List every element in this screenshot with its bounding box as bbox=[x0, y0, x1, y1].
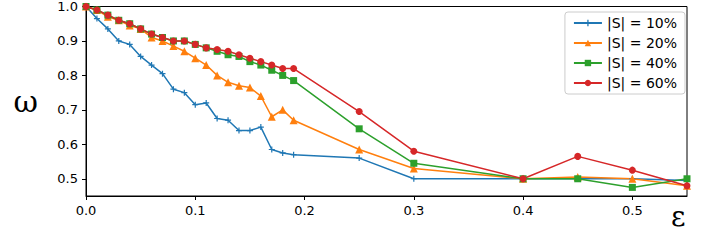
svg-text:0.2: 0.2 bbox=[294, 203, 315, 218]
svg-text:0.9: 0.9 bbox=[57, 33, 78, 48]
svg-text:0.8: 0.8 bbox=[57, 68, 78, 83]
svg-text:0.7: 0.7 bbox=[57, 102, 78, 117]
svg-text:0.3: 0.3 bbox=[403, 203, 424, 218]
svg-text:0.4: 0.4 bbox=[513, 203, 534, 218]
svg-text:ω: ω bbox=[14, 84, 38, 119]
svg-text:0.0: 0.0 bbox=[76, 203, 97, 218]
svg-text:ε: ε bbox=[671, 200, 686, 230]
svg-text:|S| = 20%: |S| = 20% bbox=[607, 35, 677, 52]
svg-text:|S| = 40%: |S| = 40% bbox=[607, 55, 677, 72]
svg-text:|S| = 60%: |S| = 60% bbox=[607, 75, 677, 92]
svg-text:1.0: 1.0 bbox=[57, 0, 78, 14]
svg-text:0.1: 0.1 bbox=[185, 203, 206, 218]
svg-text:0.5: 0.5 bbox=[622, 203, 643, 218]
svg-text:0.5: 0.5 bbox=[57, 171, 78, 186]
svg-text:0.6: 0.6 bbox=[57, 137, 78, 152]
svg-text:|S| = 10%: |S| = 10% bbox=[607, 15, 677, 32]
